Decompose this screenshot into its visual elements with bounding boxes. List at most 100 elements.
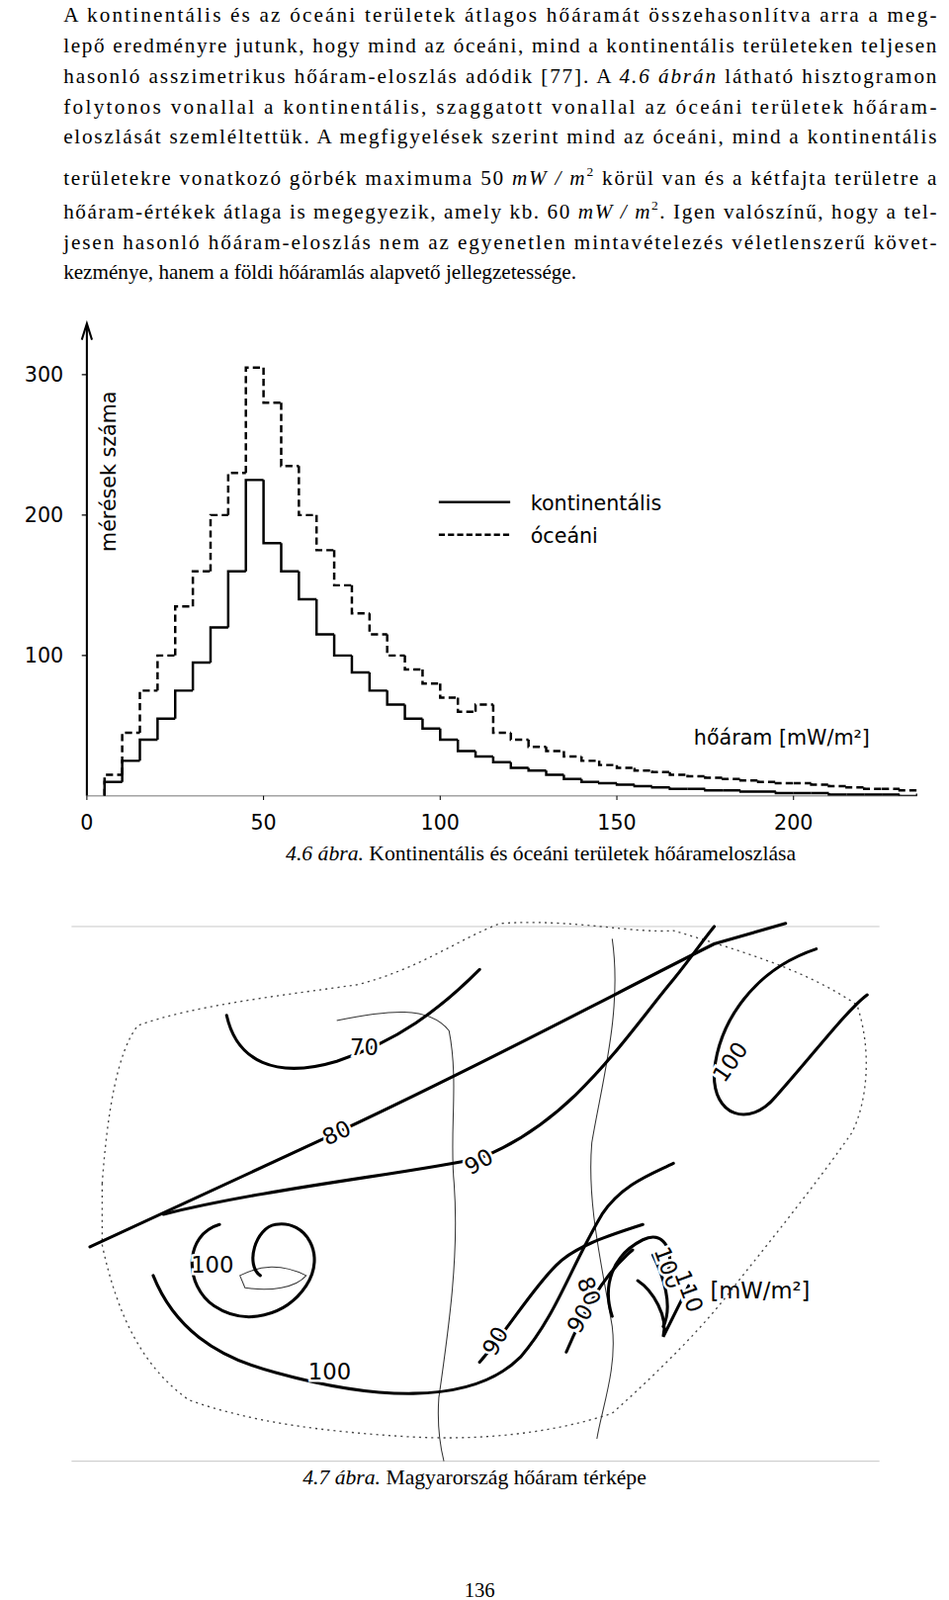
histogram-bar [174, 605, 193, 656]
text-segment: 2 [586, 164, 594, 179]
page-number: 136 [464, 1578, 496, 1600]
y-axis-label: mérések száma [96, 391, 121, 552]
histogram-bar [369, 612, 388, 634]
text-segment: mW / m [578, 199, 651, 224]
paragraph-line: hasonló asszimetrikus hőáram-eloszlás ad… [63, 64, 938, 88]
text-segment: Magyarország hőáram térképe [380, 1465, 647, 1489]
histogram-bar [280, 402, 299, 466]
contour-line [89, 923, 786, 1247]
contour-label: 110 [669, 1266, 708, 1316]
histogram-bar [192, 662, 211, 691]
histogram-bar [316, 599, 335, 635]
legend-swatch [438, 500, 511, 503]
histogram-bar [511, 762, 529, 769]
text-segment: lepő eredményre jutunk, hogy mind az óce… [63, 33, 938, 58]
histogram-bar [298, 465, 317, 516]
page: A kontinentális és az óceáni területek á… [0, 0, 949, 1600]
text-segment: hőáram-értékek átlaga is megegyezik, ame… [63, 199, 577, 224]
histogram-bar [439, 728, 458, 740]
histogram-bar [210, 515, 229, 572]
histogram-bar [563, 750, 582, 757]
histogram-bar [581, 778, 600, 782]
x-axis-label: hőáram [mW/m²] [693, 725, 870, 750]
histogram-bar [104, 775, 123, 796]
histogram-bar [157, 718, 175, 740]
histogram-bar [811, 791, 830, 794]
paragraph-line: eloszlását szemléltettük. A megfigyelése… [63, 124, 937, 149]
histogram-bar [670, 772, 689, 776]
histogram-bar [139, 690, 158, 733]
histogram-bar [387, 690, 406, 704]
histogram-bar [174, 690, 193, 718]
text-segment: eloszlását szemléltettük. A megfigyelése… [63, 124, 937, 149]
histogram-bar [475, 750, 494, 757]
contour-line [226, 968, 480, 1068]
x-tick-label: 200 [774, 810, 813, 835]
x-tick [439, 795, 441, 800]
histogram-bar [263, 479, 282, 543]
histogram-bar [722, 788, 741, 791]
histogram-bar [599, 760, 617, 765]
histogram-bar [652, 770, 671, 772]
y-axis-arrow [82, 323, 92, 341]
text-segment: hasonló asszimetrikus hőáram-eloszlás ad… [63, 64, 617, 88]
series-0 [104, 479, 918, 796]
histogram-bar [688, 775, 706, 777]
histogram-bar [387, 634, 406, 656]
contour-line [153, 1162, 674, 1393]
histogram-bar [793, 791, 812, 794]
histogram-bar [546, 770, 565, 775]
contour-label: 90 [476, 1321, 514, 1360]
text-segment: körül van és a kétfajta területre a [595, 166, 938, 190]
histogram-bar [405, 655, 424, 670]
histogram-bar [688, 787, 706, 790]
x-tick [262, 795, 264, 800]
histogram-bar [316, 515, 335, 551]
histogram-bar [652, 785, 671, 787]
histogram-bar [581, 756, 600, 761]
contour-label: 100 [707, 1036, 754, 1087]
text-segment: 4.7 ábra. [302, 1465, 381, 1489]
histogram-marks [104, 367, 918, 796]
histogram-bar [228, 571, 247, 628]
histogram-bar [722, 776, 741, 778]
histogram-bar [776, 791, 794, 793]
histogram-bar [528, 767, 547, 771]
histogram-bar [475, 704, 494, 712]
histogram-bar [246, 479, 264, 571]
histogram-bar [439, 683, 458, 697]
lake [240, 1266, 307, 1289]
heat-flow-map: 708090100100100909080100110[mW/m²] [71, 922, 879, 1462]
y-tick-label: 200 [24, 503, 64, 527]
contour-label: 100 [308, 1358, 351, 1384]
histogram-bar [899, 793, 918, 795]
text-segment: A kontinentális és az óceáni területek á… [63, 2, 937, 27]
histogram-bar [740, 789, 759, 791]
contour-label: 90 [459, 1142, 498, 1180]
x-tick [792, 795, 794, 800]
contour-label: 80 [318, 1114, 355, 1150]
contour-line [163, 926, 714, 1214]
paragraph-line: hőáram-értékek átlaga is megegyezik, ame… [63, 197, 937, 223]
histogram-bar [758, 789, 777, 792]
text-segment: folytonos vonallal a kontinentális, szag… [63, 94, 937, 119]
histogram-bar [122, 732, 141, 776]
histogram-bar [493, 704, 512, 733]
histogram-bar [457, 739, 476, 751]
histogram-bar [704, 788, 723, 790]
histogram-bar [881, 792, 900, 795]
text-segment: látható hisztogramon [717, 64, 938, 88]
histogram-bar [334, 549, 352, 586]
text-segment: 2 [651, 197, 659, 213]
x-tick-label: 150 [597, 810, 636, 835]
x-axis [86, 794, 918, 796]
x-tick-label: 100 [421, 810, 460, 835]
contour-label: 100 [190, 1251, 234, 1278]
contour-label: 90 [561, 1298, 599, 1337]
paragraph-line: folytonos vonallal a kontinentális, szag… [63, 94, 937, 119]
histogram-bar [422, 718, 440, 729]
histogram-bar [139, 739, 158, 761]
legend-swatch [438, 532, 511, 535]
text-segment: mW / m [512, 166, 586, 190]
histogram-bar [511, 732, 529, 740]
